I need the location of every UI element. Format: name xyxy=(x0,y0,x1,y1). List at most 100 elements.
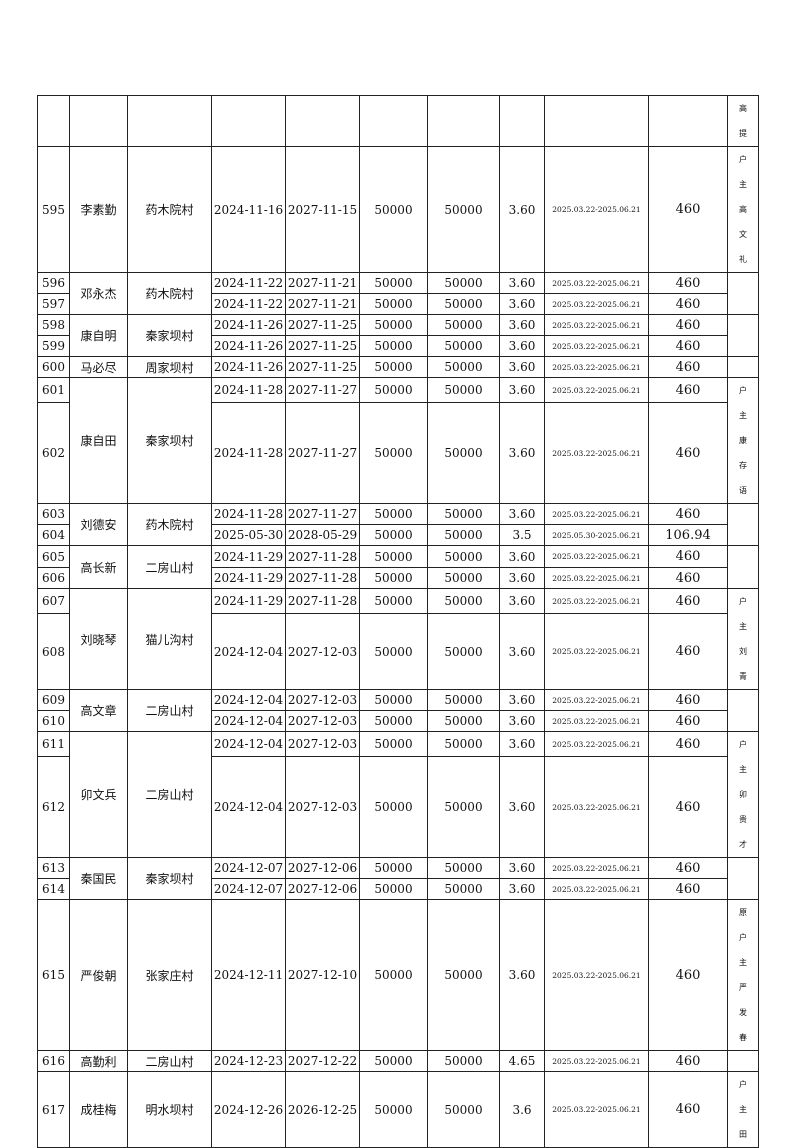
interest-amount: 460 xyxy=(648,857,728,879)
interest-amount: 460 xyxy=(648,272,728,294)
end-date: 2027-12-06 xyxy=(285,857,360,879)
remark xyxy=(727,689,759,732)
remark: 户主田 xyxy=(727,1071,759,1148)
interest-rate: 3.60 xyxy=(499,756,545,858)
row-number: 613 xyxy=(37,857,70,879)
remark: 户主高文礼 xyxy=(727,146,759,273)
remark-char: 户 xyxy=(739,597,747,606)
loan-amount: 50000 xyxy=(359,402,428,504)
interest-rate: 3.60 xyxy=(499,710,545,732)
remark-char: 户 xyxy=(739,386,747,395)
start-date: 2024-12-07 xyxy=(211,878,286,900)
interest-period: 2025.03.22-2025.06.21 xyxy=(544,376,649,404)
balance-amount: 50000 xyxy=(427,503,500,525)
interest-rate: 3.6 xyxy=(499,1071,545,1148)
end-date: 2027-11-25 xyxy=(285,314,360,336)
village: 二房山村 xyxy=(127,1050,212,1072)
end-date: 2027-12-03 xyxy=(285,613,360,690)
borrower-name: 李素勤 xyxy=(69,146,128,273)
interest-amount: 460 xyxy=(648,689,728,711)
remark-char: 才 xyxy=(739,840,747,849)
village: 猫儿沟村 xyxy=(127,588,212,690)
village: 明水坝村 xyxy=(127,1071,212,1148)
balance-amount: 50000 xyxy=(427,293,500,315)
row-number: 615 xyxy=(37,899,70,1051)
start-date: 2024-11-22 xyxy=(211,272,286,294)
loan-amount: 50000 xyxy=(359,545,428,568)
row-number: 603 xyxy=(37,503,70,525)
interest-rate: 3.60 xyxy=(499,689,545,711)
loan-amount: 50000 xyxy=(359,272,428,294)
borrower-name: 秦国民 xyxy=(69,857,128,900)
remark-char: 春 xyxy=(739,1033,747,1042)
interest-period: 2025.03.22-2025.06.21 xyxy=(544,1071,649,1148)
start-date: 2024-11-29 xyxy=(211,587,286,615)
row-number xyxy=(37,95,70,147)
end-date: 2027-12-03 xyxy=(285,689,360,711)
loan-amount: 50000 xyxy=(359,293,428,315)
interest-rate: 3.60 xyxy=(499,503,545,525)
table-row: 600 马必尽 周家坝村 2024-11-26 2027-11-25 50000 50000… xyxy=(37,356,759,378)
loan-amount: 50000 xyxy=(359,335,428,357)
table-row: 607 刘晓琴 猫儿沟村 2024-11-29 2027-11-28 50000 50000… xyxy=(37,587,759,690)
remark-char: 主 xyxy=(739,411,747,420)
interest-period: 2025.03.22-2025.06.21 xyxy=(544,545,649,568)
remark-char: 青 xyxy=(739,672,747,681)
loan-amount: 50000 xyxy=(359,1071,428,1148)
borrower-name: 高文章 xyxy=(69,689,128,732)
end-date: 2027-11-21 xyxy=(285,293,360,315)
remark xyxy=(727,272,759,315)
interest-rate: 3.60 xyxy=(499,545,545,568)
borrower-name: 康自明 xyxy=(69,314,128,357)
row-number: 611 xyxy=(37,730,70,758)
loan-amount: 50000 xyxy=(359,730,428,758)
remark-char: 贵 xyxy=(739,815,747,824)
interest-period: 2025.03.22-2025.06.21 xyxy=(544,146,649,273)
end-date: 2027-12-03 xyxy=(285,730,360,758)
remark-char: 康 xyxy=(739,436,747,445)
balance-amount: 50000 xyxy=(427,356,500,378)
table-row: 596 邓永杰 药木院村 2024-11-22 2027-11-21 50000 50000… xyxy=(37,272,759,315)
interest-period: 2025.03.22-2025.06.21 xyxy=(544,1050,649,1072)
interest-rate: 3.60 xyxy=(499,899,545,1051)
end-date: 2027-11-15 xyxy=(285,146,360,273)
village: 药木院村 xyxy=(127,503,212,546)
interest-period xyxy=(544,95,649,147)
start-date: 2024-11-22 xyxy=(211,293,286,315)
interest-period: 2025.03.22-2025.06.21 xyxy=(544,730,649,758)
loan-amount: 50000 xyxy=(359,756,428,858)
balance-amount xyxy=(427,95,500,147)
remark-char: 原 xyxy=(739,908,747,917)
end-date: 2026-12-25 xyxy=(285,1071,360,1148)
remark-char: 户 xyxy=(739,933,747,942)
end-date: 2027-11-25 xyxy=(285,335,360,357)
interest-amount: 460 xyxy=(648,376,728,404)
row-number: 612 xyxy=(37,756,70,858)
interest-amount: 460 xyxy=(648,1071,728,1148)
interest-period: 2025.03.22-2025.06.21 xyxy=(544,335,649,357)
interest-rate: 3.60 xyxy=(499,356,545,378)
remark-char: 户 xyxy=(739,740,747,749)
borrower-name: 刘晓琴 xyxy=(69,588,128,690)
balance-amount: 50000 xyxy=(427,878,500,900)
borrower-name: 高长新 xyxy=(69,545,128,589)
interest-period: 2025.03.22-2025.06.21 xyxy=(544,587,649,615)
interest-amount: 460 xyxy=(648,314,728,336)
borrower-name: 高勤利 xyxy=(69,1050,128,1072)
interest-amount: 460 xyxy=(648,293,728,315)
remark xyxy=(727,503,759,546)
interest-rate: 3.60 xyxy=(499,587,545,615)
start-date: 2024-11-28 xyxy=(211,402,286,504)
start-date: 2024-11-29 xyxy=(211,545,286,568)
remark-char: 发 xyxy=(739,1008,747,1017)
balance-amount: 50000 xyxy=(427,376,500,404)
row-number: 598 xyxy=(37,314,70,336)
start-date: 2024-12-04 xyxy=(211,730,286,758)
interest-amount: 460 xyxy=(648,613,728,690)
loan-amount: 50000 xyxy=(359,613,428,690)
remark-char: 高 xyxy=(739,205,747,214)
loan-amount: 50000 xyxy=(359,857,428,879)
interest-period: 2025.03.22-2025.06.21 xyxy=(544,899,649,1051)
row-number: 605 xyxy=(37,545,70,568)
start-date: 2025-05-30 xyxy=(211,524,286,546)
